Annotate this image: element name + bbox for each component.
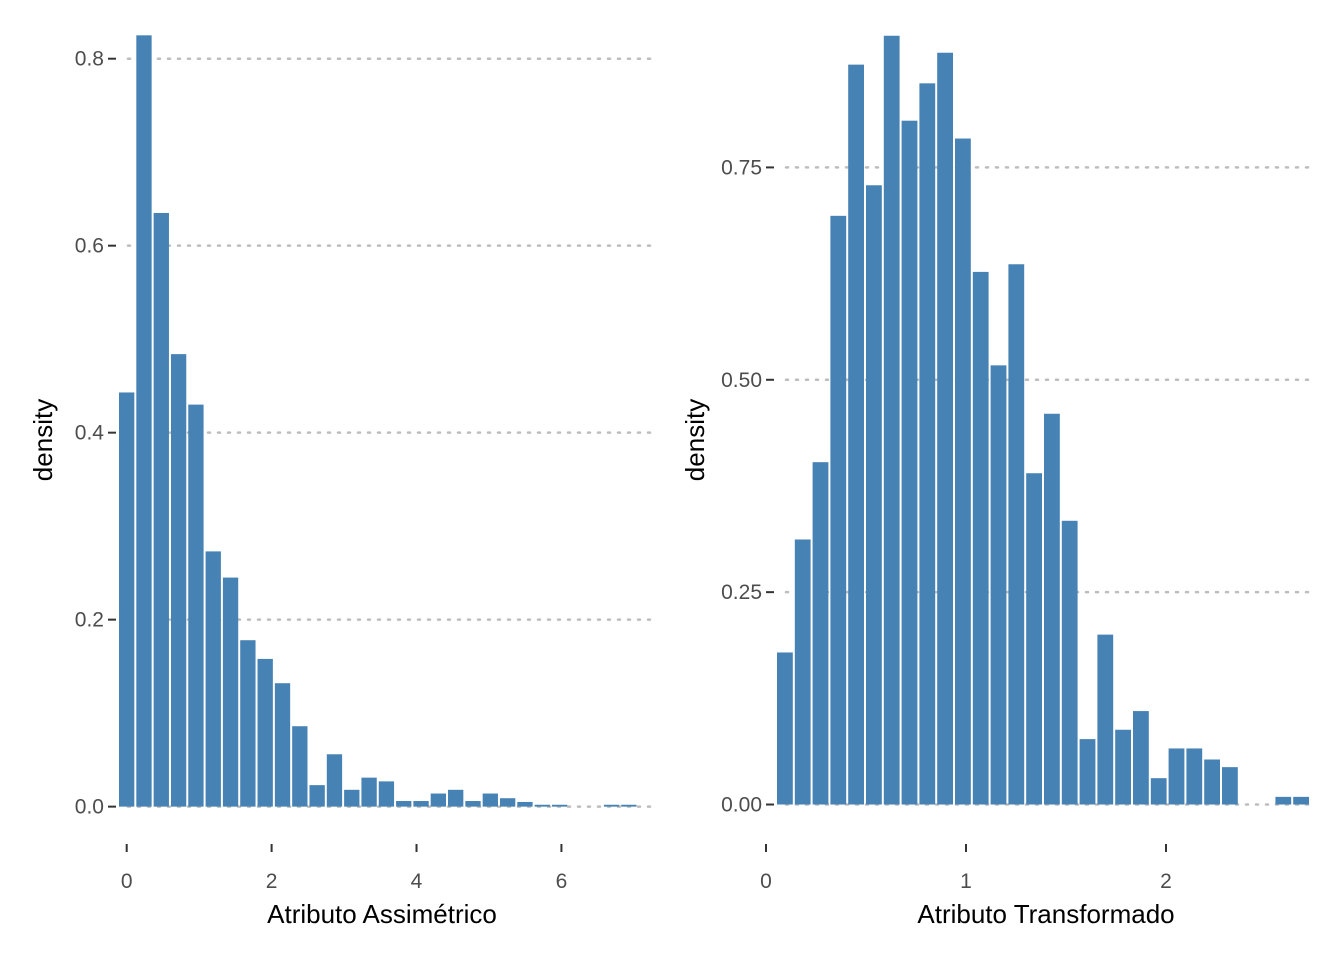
- right-chart-bar: [1008, 264, 1025, 805]
- left-chart-bar: [378, 781, 395, 807]
- left-chart-bar: [188, 404, 204, 807]
- right-chart-bar: [866, 185, 882, 805]
- left-chart: 0.0 0.2 0.4 0.6 0.8 0 2 4 6 Atributo Assimétrico…: [28, 35, 654, 929]
- left-chart-bar: [205, 551, 221, 807]
- right-chart-bar: [1204, 759, 1220, 805]
- right-chart-bar: [990, 365, 1007, 805]
- left-chart-bar: [170, 354, 187, 807]
- right-chart-y-tick-label: 0.00: [721, 794, 762, 817]
- left-chart-bar: [326, 754, 343, 807]
- right-chart-bar: [1186, 748, 1203, 805]
- right-chart-bar: [937, 52, 953, 805]
- left-chart-y-tick-label: 0.8: [75, 48, 104, 71]
- right-chart-bar: [1115, 729, 1131, 805]
- right-chart-bar: [1133, 711, 1149, 805]
- right-chart-bar: [812, 462, 829, 805]
- left-chart-bar: [551, 804, 568, 807]
- right-chart-bar: [777, 652, 793, 805]
- left-chart-x-axis-title: Atributo Assimétrico: [267, 899, 497, 929]
- left-chart-bar: [274, 683, 291, 807]
- right-chart-ticks: 0.00 0.25 0.50 0.75 0 1 2: [721, 156, 1172, 893]
- right-chart-x-tick-label: 2: [1160, 870, 1172, 893]
- right-chart-bar: [1275, 796, 1292, 805]
- left-chart-x-tick-label: 0: [121, 870, 133, 893]
- left-chart-bar: [396, 801, 412, 807]
- right-chart-bar: [919, 83, 936, 805]
- left-chart-bar: [136, 35, 152, 807]
- left-chart-y-tick-label: 0.6: [75, 235, 104, 258]
- right-chart-bar: [848, 64, 864, 805]
- right-chart-bar: [1079, 739, 1096, 805]
- left-chart-y-axis-title: density: [28, 399, 58, 481]
- right-chart-bar: [955, 138, 971, 805]
- left-chart-bar: [465, 801, 481, 807]
- left-chart-bar: [257, 658, 273, 807]
- right-chart-y-tick-label: 0.25: [721, 581, 762, 604]
- right-chart: 0.00 0.25 0.50 0.75 0 1 2 Atributo Transformad…: [680, 35, 1312, 929]
- left-chart-x-tick-label: 2: [266, 870, 278, 893]
- left-chart-x-tick-label: 4: [411, 870, 423, 893]
- right-chart-x-tick-label: 1: [960, 870, 972, 893]
- left-chart-bar: [222, 577, 239, 807]
- right-chart-y-tick-label: 0.50: [721, 369, 762, 392]
- left-chart-bar: [499, 798, 516, 807]
- right-chart-bar: [1044, 413, 1060, 805]
- left-chart-bar: [482, 793, 498, 807]
- left-chart-bar: [448, 789, 464, 807]
- right-chart-y-tick-label: 0.75: [721, 156, 762, 179]
- left-chart-bar: [292, 726, 308, 807]
- left-chart-bar: [361, 777, 377, 807]
- right-chart-bar: [1026, 473, 1042, 805]
- right-chart-bar: [883, 35, 900, 805]
- right-chart-x-axis-title: Atributo Transformado: [917, 899, 1174, 929]
- left-chart-x-tick-label: 6: [556, 870, 568, 893]
- right-chart-bar: [972, 271, 989, 805]
- right-chart-bar: [794, 539, 811, 805]
- left-chart-bars: [119, 35, 637, 807]
- left-chart-bar: [240, 640, 256, 807]
- left-chart-bar: [344, 789, 360, 807]
- right-chart-x-tick-label: 0: [760, 870, 772, 893]
- left-chart-bar: [534, 804, 550, 807]
- right-chart-y-axis-title: density: [680, 399, 710, 481]
- left-chart-bar: [621, 804, 637, 807]
- right-chart-bar: [1222, 767, 1238, 805]
- left-chart-bar: [430, 793, 447, 807]
- left-chart-bar: [603, 804, 620, 807]
- right-chart-bar: [1097, 634, 1114, 805]
- right-chart-bar: [830, 215, 847, 805]
- right-chart-bar: [1061, 520, 1078, 805]
- right-chart-bars: [777, 35, 1309, 805]
- left-chart-y-tick-label: 0.4: [75, 422, 105, 445]
- right-chart-bar: [901, 120, 918, 805]
- left-chart-bar: [153, 212, 169, 807]
- right-chart-bar: [1150, 778, 1167, 805]
- left-chart-ticks: 0.0 0.2 0.4 0.6 0.8 0 2 4 6: [75, 48, 567, 893]
- right-chart-bar: [1168, 748, 1185, 805]
- right-chart-bar: [1293, 796, 1309, 805]
- left-chart-y-tick-label: 0.2: [75, 609, 104, 632]
- left-chart-bar: [309, 785, 325, 807]
- left-chart-bar: [517, 801, 533, 807]
- left-chart-bar: [413, 801, 429, 807]
- left-chart-y-tick-label: 0.0: [75, 796, 104, 819]
- left-chart-bar: [119, 392, 135, 807]
